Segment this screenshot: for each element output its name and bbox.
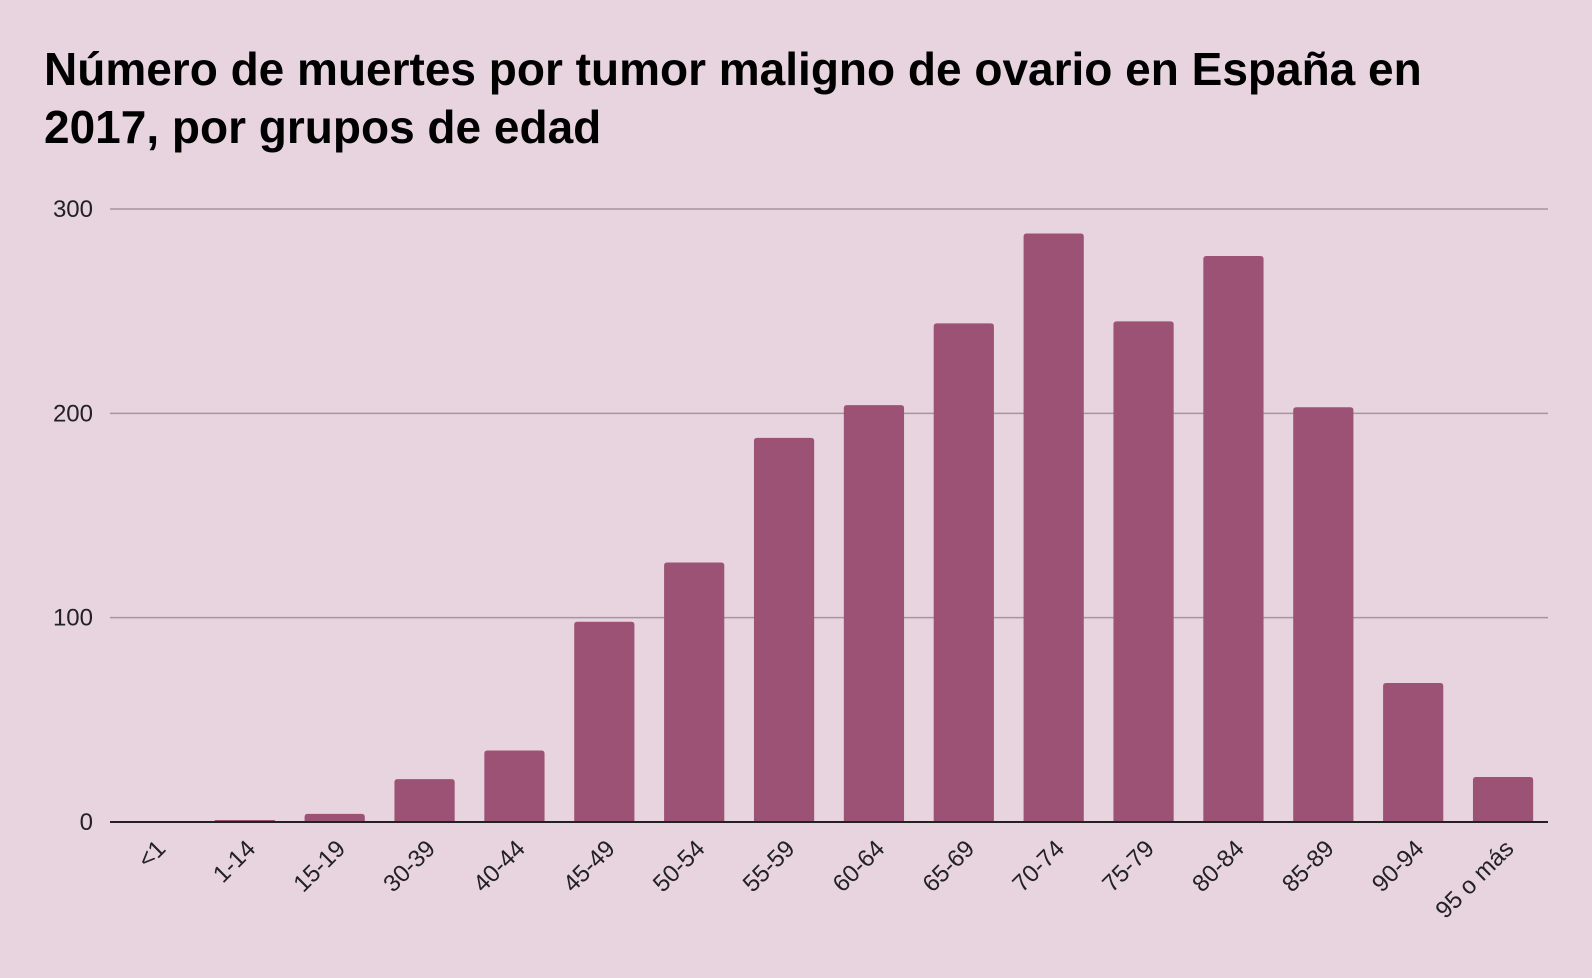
bar-45-49	[574, 621, 635, 822]
bar-80-84	[1203, 255, 1264, 822]
bar-95 o más	[1472, 777, 1534, 822]
x-tick-label: 45-49	[558, 835, 621, 898]
bars	[214, 233, 1534, 822]
y-tick-label: 100	[53, 605, 93, 632]
bar-90-94	[1383, 683, 1444, 822]
y-tick-label: 0	[80, 809, 93, 836]
bar-65-69	[933, 323, 994, 822]
chart-title: Número de muertes por tumor maligno de o…	[44, 43, 1422, 153]
x-tick-label: 70-74	[1007, 835, 1070, 898]
x-tick-label: 50-54	[648, 835, 711, 898]
bar-40-44	[484, 750, 545, 822]
bar-75-79	[1113, 321, 1174, 822]
x-tick-label: 95 o más	[1430, 835, 1519, 924]
bar-50-54	[664, 562, 725, 822]
bar-85-89	[1293, 407, 1354, 822]
bar-60-64	[843, 405, 905, 822]
x-tick-label: 55-59	[738, 835, 801, 898]
y-tick-label: 300	[53, 196, 93, 223]
x-tick-label: <1	[133, 835, 171, 873]
x-tick-label: 80-84	[1187, 835, 1250, 898]
x-tick-label: 60-64	[828, 835, 891, 898]
bar-15-19	[304, 813, 365, 822]
x-tick-labels: <1 1-14 15-19 30-39 40-44 45-49 50-54 55-59 60-6…	[133, 835, 1520, 924]
bar-55-59	[753, 437, 815, 822]
x-tick-label: 40-44	[468, 835, 531, 898]
bar-70-74	[1023, 233, 1084, 822]
y-tick-labels: 0 100 200 300	[53, 196, 93, 836]
x-tick-label: 65-69	[918, 835, 981, 898]
x-tick-label: 1-14	[208, 835, 261, 888]
bar-30-39	[394, 779, 455, 822]
x-tick-label: 30-39	[378, 835, 441, 898]
x-tick-label: 90-94	[1367, 835, 1430, 898]
x-tick-label: 75-79	[1097, 835, 1160, 898]
x-tick-label: 15-19	[288, 835, 351, 898]
y-tick-label: 200	[53, 400, 93, 427]
x-tick-label: 85-89	[1277, 835, 1340, 898]
